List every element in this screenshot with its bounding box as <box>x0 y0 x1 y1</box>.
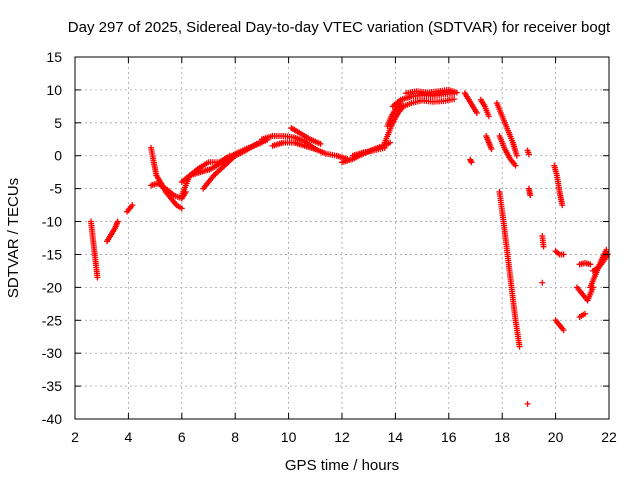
y-tick-label: -20 <box>42 279 62 295</box>
x-tick-label: 4 <box>125 429 133 445</box>
series-seg02 <box>104 218 121 245</box>
data-point <box>178 205 185 212</box>
x-tick-label: 20 <box>548 429 564 445</box>
series-seg30 <box>551 162 566 209</box>
data-point <box>513 152 520 159</box>
series-seg10 <box>269 139 319 153</box>
x-tick-label: 10 <box>281 429 297 445</box>
series-seg19 <box>477 96 492 120</box>
data-point <box>540 243 547 250</box>
series-seg01 <box>88 218 101 281</box>
chart-title: Day 297 of 2025, Sidereal Day-to-day VTE… <box>68 19 611 36</box>
series-seg32 <box>552 317 567 334</box>
data-point <box>560 327 567 334</box>
series-seg29 <box>524 400 531 407</box>
series-seg21 <box>493 100 520 159</box>
y-tick-label: -5 <box>50 181 63 197</box>
series-seg15 <box>389 90 458 110</box>
series-seg28 <box>539 279 546 286</box>
data-point <box>451 96 458 103</box>
series-seg31 <box>552 248 567 258</box>
y-tick-label: 10 <box>46 82 62 98</box>
x-tick-label: 8 <box>231 429 239 445</box>
data-point <box>387 139 394 146</box>
data-point <box>485 113 492 120</box>
series-seg11 <box>288 125 324 147</box>
data-point <box>473 109 480 116</box>
series-seg03 <box>124 202 136 215</box>
x-tick-label: 16 <box>441 429 457 445</box>
x-tick-label: 22 <box>601 429 617 445</box>
data-point <box>453 89 460 96</box>
x-tick-label: 12 <box>334 429 350 445</box>
series-seg27 <box>539 233 547 250</box>
data-point <box>560 251 567 258</box>
data-point <box>539 279 546 286</box>
data-point <box>467 157 474 164</box>
axis-ticks: 2 4 6 8 10 12 14 16 18 20 22 15 10 5 0 -5 -10 -15 -20 -25 -3… <box>42 49 617 445</box>
series-seg17 <box>384 100 404 130</box>
y-tick-label: 15 <box>46 49 62 65</box>
series-seg05 <box>148 180 189 202</box>
y-tick-label: -10 <box>42 214 62 230</box>
series-seg08 <box>200 136 271 192</box>
series-seg35 <box>576 260 594 268</box>
x-tick-label: 18 <box>494 429 510 445</box>
data-point <box>317 140 324 147</box>
series-seg23 <box>496 188 523 350</box>
data-point <box>559 202 566 209</box>
x-tick-label: 14 <box>388 429 404 445</box>
series-seg22 <box>496 132 519 169</box>
series-seg13 <box>349 144 388 159</box>
data-point <box>512 162 519 169</box>
series-seg37 <box>589 251 611 274</box>
series-seg26 <box>525 185 534 199</box>
y-tick-label: -40 <box>42 411 62 427</box>
y-tick-label: -35 <box>42 378 62 394</box>
y-tick-label: -15 <box>42 246 62 262</box>
y-tick-label: -25 <box>42 312 62 328</box>
x-axis-label: GPS time / hours <box>285 457 399 474</box>
data-point <box>129 202 136 209</box>
data-point <box>488 146 495 153</box>
data-point <box>468 159 475 166</box>
data-point <box>587 261 594 268</box>
series-seg25 <box>524 147 532 158</box>
series-seg09 <box>258 132 351 163</box>
x-tick-label: 2 <box>71 429 79 445</box>
data-point <box>525 151 532 158</box>
series-seg16 <box>403 86 460 97</box>
data-point <box>524 400 531 407</box>
data-point <box>527 192 534 199</box>
data-point <box>555 250 562 257</box>
data-point <box>312 146 319 153</box>
y-axis-label: SDTVAR / TECUs <box>5 178 22 298</box>
data-point <box>397 100 404 107</box>
y-tick-label: 0 <box>54 148 62 164</box>
data-point <box>581 310 588 317</box>
series-seg14 <box>381 96 458 146</box>
data-point <box>94 274 101 281</box>
x-tick-label: 6 <box>178 429 186 445</box>
data-point <box>516 343 523 350</box>
series-seg34 <box>576 310 588 320</box>
data-point <box>114 218 121 225</box>
y-tick-label: -30 <box>42 345 62 361</box>
series-seg20 <box>483 132 495 153</box>
data-point <box>603 246 610 253</box>
series-seg18 <box>461 90 480 116</box>
series-seg24 <box>467 156 475 166</box>
data-point <box>381 144 388 151</box>
data-points <box>88 86 611 407</box>
y-tick-label: 5 <box>54 115 62 131</box>
